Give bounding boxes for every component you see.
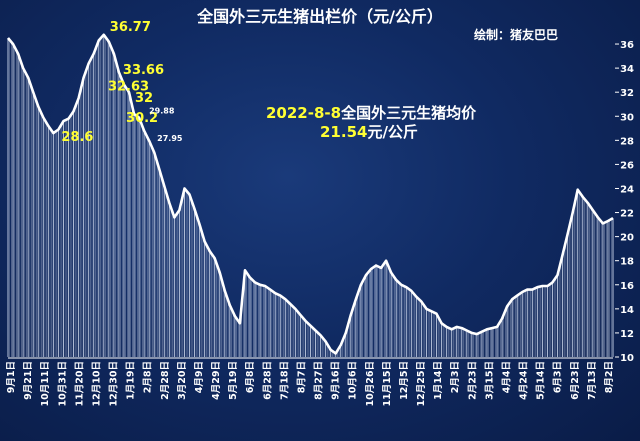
x-tick-label: 4月4日 [501,361,512,393]
x-tick-label: 12月5日 [399,361,410,400]
x-tick-label: 12月10日 [91,361,102,406]
x-tick-label: 4月29日 [211,361,222,400]
x-tick-label: 7月13日 [587,361,598,400]
y-tick-label: 26 [620,160,634,171]
y-tick-label: 14 [620,305,634,316]
y-tick-label: 12 [620,329,634,340]
x-tick-label: 4月9日 [194,361,205,393]
x-tick-label: 5月14日 [536,361,547,400]
y-tick-label: 18 [620,257,634,268]
y-tick-label: 34 [620,64,634,75]
data-label: 29.88 [149,107,175,116]
x-tick-label: 2月3日 [450,361,461,393]
data-label: 28.6 [61,130,93,145]
chart-title: 全国外三元生猪出栏价（元/公斤） [197,7,443,26]
x-tick-label: 1月19日 [126,361,137,400]
x-tick-label: 10月26日 [365,361,376,406]
x-axis: 9月1日 9月21日 10月11日 10月31日 11月20日 12月10日 12月30日 1… [6,357,615,406]
x-tick-label: 7月18日 [279,361,290,400]
x-tick-label: 5月19日 [228,361,239,400]
data-label: 32.63 [108,80,149,95]
y-tick-label: 30 [620,112,634,123]
x-tick-label: 3月15日 [484,361,495,400]
x-tick-label: 6月8日 [245,361,256,393]
x-tick-label: 6月23日 [570,361,581,400]
y-tick-label: 24 [620,184,634,195]
x-tick-label: 9月1日 [6,361,17,393]
x-tick-label: 9月16日 [331,361,342,400]
y-tick-label: 22 [620,209,634,220]
x-tick-label: 3月20日 [177,361,188,400]
x-tick-label: 1月14日 [433,361,444,400]
annotation-line-1: 2022-8-8全国外三元生猪均价 [266,102,476,123]
x-tick-label: 12月30日 [109,361,120,406]
y-tick-label: 20 [620,233,634,244]
annotation-unit: 元/公斤 [367,123,418,141]
data-label: 30.2 [126,111,158,126]
bar-layer [7,34,614,357]
x-tick-label: 10月6日 [348,361,359,400]
data-label: 36.77 [110,20,151,35]
data-label: 32 [135,91,153,106]
x-tick-label: 11月15日 [382,361,393,406]
annotation-date: 2022-8-8 [266,104,342,122]
y-axis: 10 12 14 16 18 20 22 24 26 28 30 32 34 36 [615,40,634,364]
x-tick-label: 10月11日 [40,361,51,406]
x-tick-label: 2月28日 [160,361,171,400]
annotation-price: 21.54 [320,123,368,141]
x-tick-label: 4月24日 [519,361,530,400]
x-tick-label: 2月8日 [143,361,154,393]
y-tick-label: 36 [620,40,634,51]
data-label: 33.66 [123,63,164,78]
line-layer [7,33,614,355]
data-label: 27.95 [157,134,183,143]
annotation-line-2: 21.54元/公斤 [320,121,418,142]
credit-label: 绘制：猪友巴巴 [474,28,559,42]
x-tick-label: 8月27日 [314,361,325,400]
x-tick-label: 9月21日 [23,361,34,400]
y-tick-label: 28 [620,136,634,147]
price-line [7,33,614,355]
x-tick-label: 6月28日 [262,361,273,400]
annotation-text: 全国外三元生猪均价 [341,104,477,122]
x-tick-label: 6月3日 [553,361,564,393]
y-tick-label: 10 [620,353,634,364]
x-tick-label: 2月23日 [467,361,478,400]
x-tick-label: 11月20日 [74,361,85,406]
y-tick-label: 16 [620,281,634,292]
x-tick-label: 10月31日 [57,361,68,406]
x-tick-label: 12月25日 [416,361,427,406]
x-tick-label: 8月2日 [604,361,615,393]
x-tick-label: 8月7日 [296,361,307,393]
y-tick-label: 32 [620,88,634,99]
